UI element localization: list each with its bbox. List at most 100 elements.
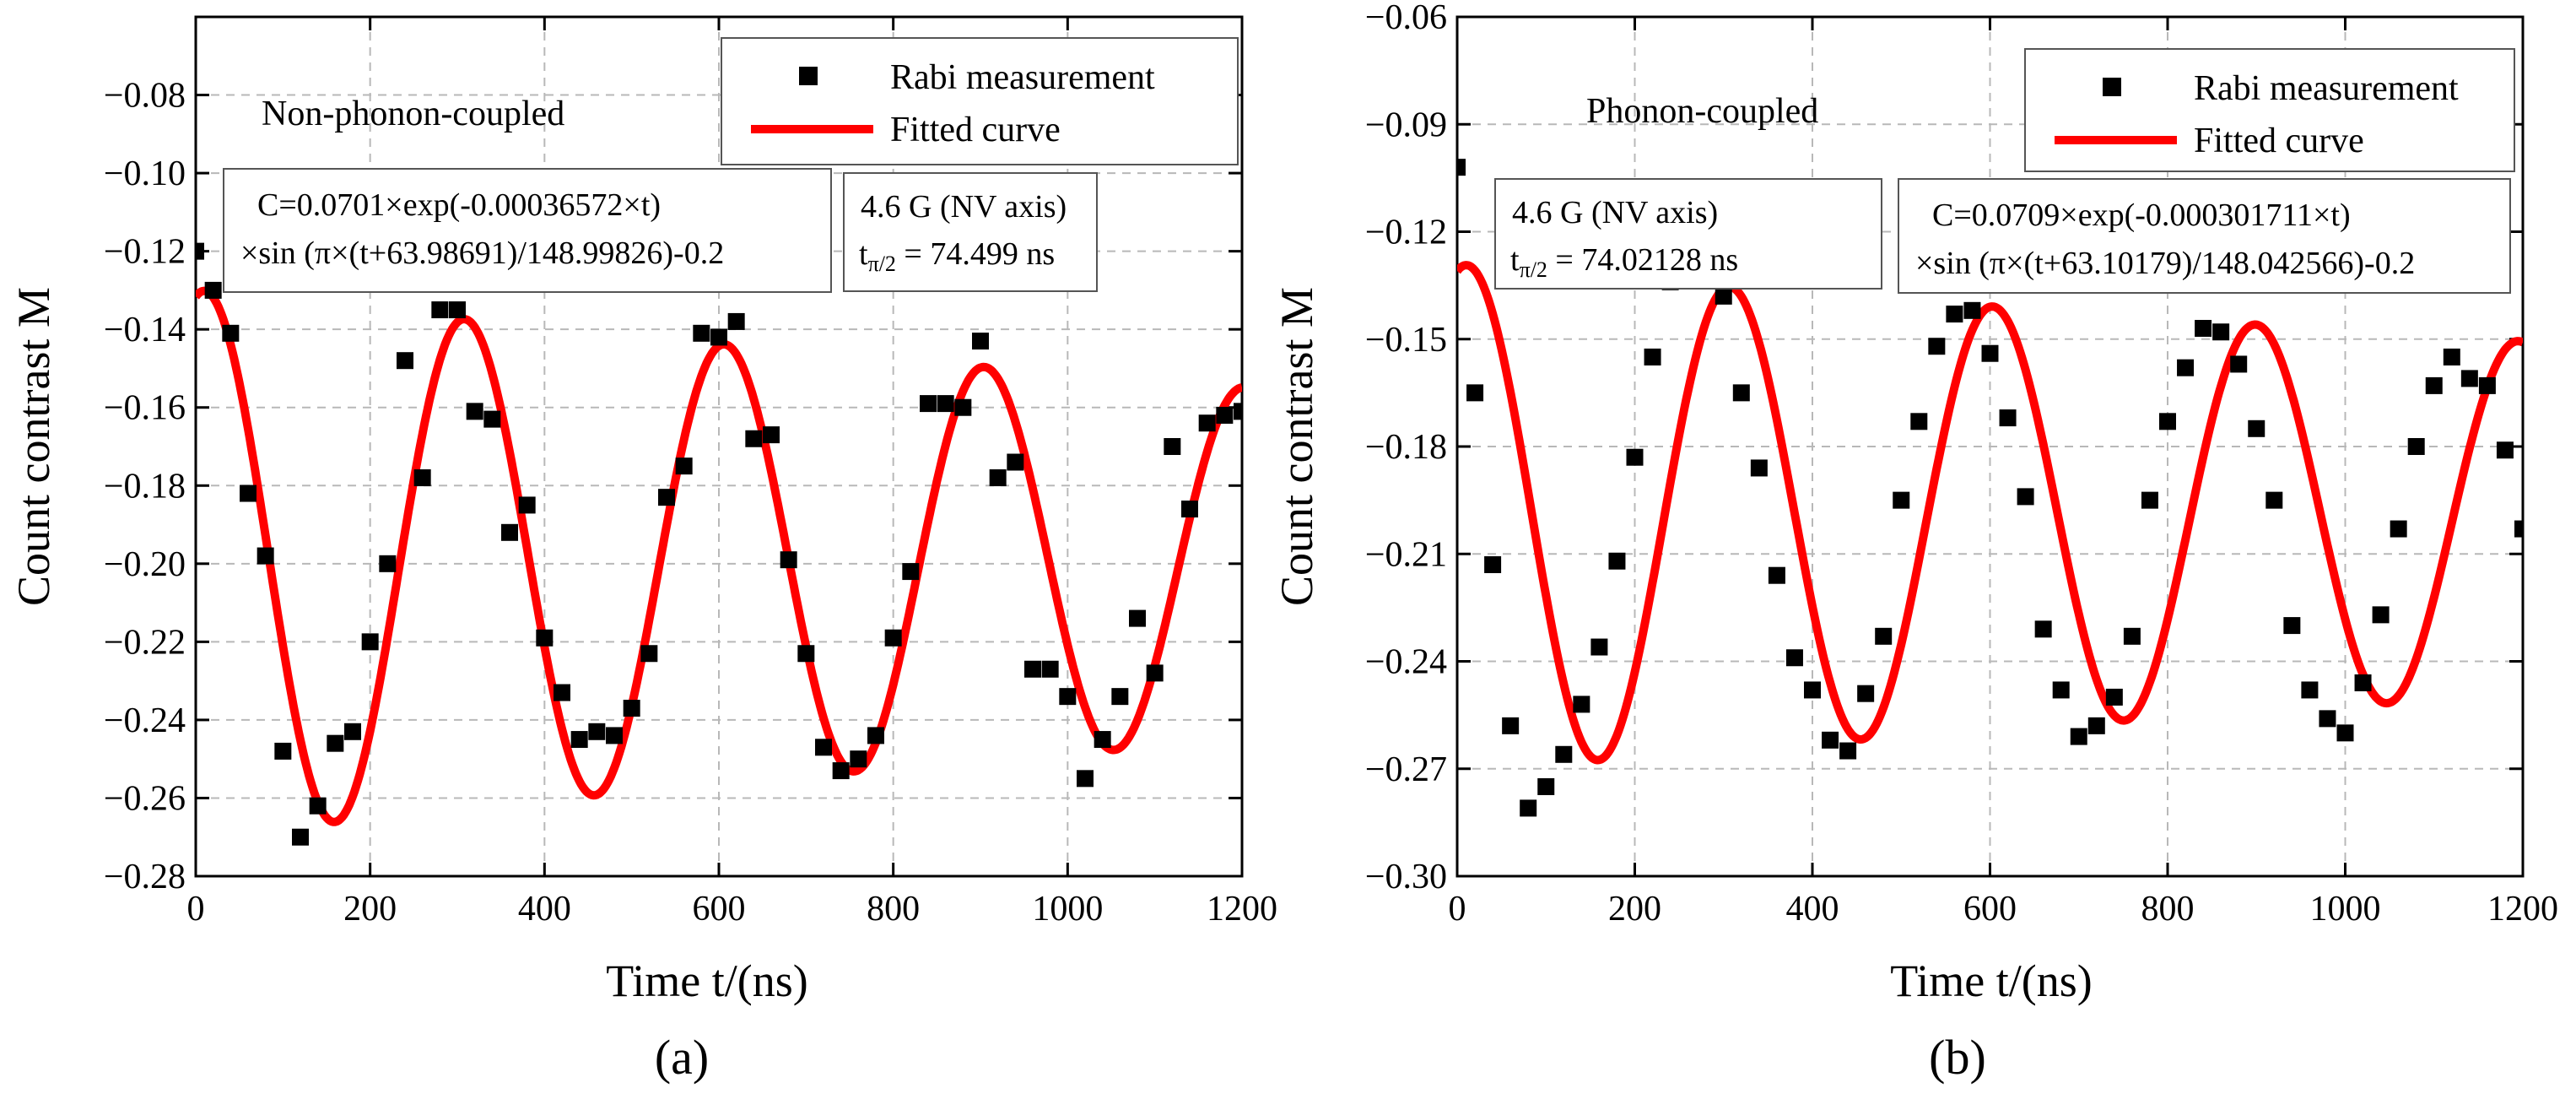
data-point	[1164, 438, 1181, 455]
data-point	[1875, 627, 1893, 645]
data-point	[1094, 731, 1111, 749]
data-point	[2514, 520, 2523, 538]
data-point	[1466, 384, 1484, 402]
legend: Rabi measurement Fitted curve	[2024, 48, 2515, 172]
data-point	[2017, 488, 2034, 506]
y-tick-label: −0.24	[1365, 643, 1447, 682]
data-point	[606, 727, 623, 744]
data-point	[1146, 664, 1164, 682]
data-point	[2283, 617, 2301, 635]
data-point	[309, 797, 327, 815]
data-point	[1024, 660, 1041, 678]
y-tick-label: −0.22	[104, 623, 186, 662]
data-point	[240, 485, 257, 502]
info-box	[843, 172, 1098, 292]
chart-panel-b: 0 200 400 600 800 1000 1200 −0.30 −0.27 −0.24 −0.2…	[1272, 0, 2558, 1085]
data-point	[2390, 520, 2407, 538]
data-point	[1520, 799, 1537, 817]
y-axis: −0.28 −0.26 −0.24 −0.22 −0.20 −0.18 −0.16 −0.14…	[104, 77, 1242, 896]
x-axis-title: Time t/(ns)	[606, 956, 808, 1006]
legend-label-rabi-measurement: Rabi measurement	[890, 58, 1155, 97]
data-point	[1041, 660, 1059, 678]
pi-half-time: tπ/2 = 74.02128 ns	[1510, 242, 1738, 282]
fitted-curve	[1457, 261, 2523, 765]
data-point	[2087, 717, 2105, 734]
legend-marker-square	[799, 67, 818, 85]
data-point	[1963, 301, 1981, 319]
data-point	[797, 645, 815, 663]
y-tick-label: −0.16	[104, 389, 186, 428]
data-point	[710, 328, 727, 346]
data-point	[2372, 606, 2390, 624]
data-point	[2212, 323, 2230, 341]
y-axis-title: Count contrast M	[8, 287, 59, 606]
data-point	[483, 410, 501, 428]
data-point	[1822, 731, 1839, 749]
data-point	[1981, 344, 1999, 362]
legend: Rabi measurement Fitted curve	[721, 37, 1239, 165]
data-point	[884, 629, 902, 647]
y-tick-label: −0.18	[1365, 428, 1447, 467]
data-point	[763, 426, 780, 444]
x-tick-label: 800	[867, 890, 920, 928]
y-tick-label: −0.21	[1365, 535, 1447, 574]
data-point	[2177, 359, 2195, 376]
x-tick-label: 1000	[1032, 890, 1103, 928]
field-value: 4.6 G (NV axis)	[861, 189, 1067, 225]
data-point	[570, 731, 588, 749]
y-tick-label: −0.26	[104, 779, 186, 818]
data-point	[2478, 376, 2496, 394]
data-point	[518, 496, 536, 514]
data-point	[222, 324, 240, 342]
data-point	[536, 629, 554, 647]
data-point	[1785, 649, 1803, 667]
data-point	[780, 551, 797, 569]
data-point	[257, 547, 274, 565]
data-point	[2407, 438, 2425, 455]
x-tick-label: 600	[693, 890, 746, 928]
legend-marker-square	[2103, 78, 2121, 96]
formula-line-1: C=0.0709×exp(-0.000301711×t)	[1932, 198, 2351, 233]
data-point	[2443, 348, 2460, 365]
data-point	[989, 469, 1007, 487]
formula-box	[1898, 178, 2511, 294]
data-point	[1111, 688, 1129, 706]
data-point	[2034, 620, 2052, 638]
data-point	[431, 301, 449, 319]
data-point	[1216, 406, 1234, 424]
data-point	[623, 700, 640, 717]
data-point	[1484, 555, 1502, 573]
legend-label-rabi-measurement: Rabi measurement	[2194, 69, 2459, 108]
data-point	[1059, 688, 1077, 706]
y-tick-label: −0.30	[1365, 858, 1447, 896]
chart-panel-a: 0 200 400 600 800 1000 1200−0.28−0.26−0.24−0.2…	[8, 15, 1277, 1085]
data-point	[2123, 627, 2141, 645]
x-tick-label: 800	[2141, 890, 2195, 928]
data-point	[902, 563, 920, 581]
data-point	[1644, 348, 1661, 365]
data-point	[693, 324, 710, 342]
data-point	[1839, 742, 1857, 760]
data-point	[466, 403, 483, 420]
data-point	[2336, 724, 2354, 742]
x-axis: 0 200 400 600 800 1000 1200	[187, 17, 1277, 928]
y-tick-label: −0.09	[1365, 106, 1447, 144]
data-point	[1555, 745, 1573, 763]
x-tick-label: 200	[343, 890, 397, 928]
data-point	[361, 633, 379, 651]
data-point	[449, 301, 466, 319]
x-tick-label: 1200	[2487, 890, 2558, 928]
data-point	[1804, 681, 1821, 699]
y-tick-label: −0.15	[1365, 321, 1447, 360]
data-point	[2052, 681, 2070, 699]
data-point	[1893, 491, 1910, 509]
data-point	[1537, 777, 1555, 795]
data-point	[2265, 491, 2283, 509]
x-tick-label: 0	[1449, 890, 1466, 928]
data-point	[2425, 376, 2443, 394]
legend-box	[721, 37, 1239, 165]
data-point	[1181, 501, 1198, 518]
data-point	[2319, 710, 2336, 728]
legend-label-fitted-curve: Fitted curve	[890, 111, 1061, 149]
